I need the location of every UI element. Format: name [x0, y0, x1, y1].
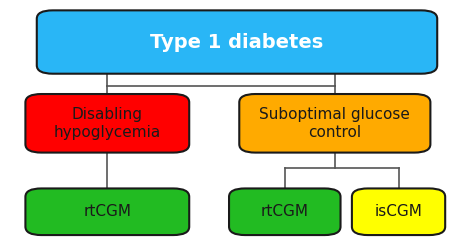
- Text: rtCGM: rtCGM: [83, 204, 131, 219]
- FancyBboxPatch shape: [26, 94, 189, 153]
- Text: Suboptimal glucose
control: Suboptimal glucose control: [259, 107, 410, 140]
- FancyBboxPatch shape: [26, 188, 189, 235]
- Text: rtCGM: rtCGM: [261, 204, 309, 219]
- FancyBboxPatch shape: [37, 10, 437, 74]
- Text: Type 1 diabetes: Type 1 diabetes: [150, 33, 324, 52]
- FancyBboxPatch shape: [229, 188, 340, 235]
- FancyBboxPatch shape: [239, 94, 430, 153]
- FancyBboxPatch shape: [352, 188, 445, 235]
- Text: isCGM: isCGM: [374, 204, 422, 219]
- Text: Disabling
hypoglycemia: Disabling hypoglycemia: [54, 107, 161, 140]
